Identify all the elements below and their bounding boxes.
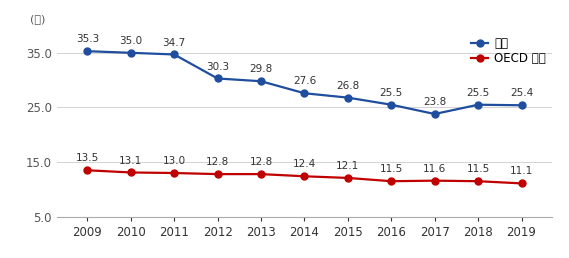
Text: (명): (명): [30, 13, 45, 23]
OECD 평균: [431, 179, 438, 182]
Text: 26.8: 26.8: [336, 81, 360, 91]
Text: 12.8: 12.8: [206, 157, 229, 167]
Text: 29.8: 29.8: [249, 64, 273, 74]
Text: 35.0: 35.0: [119, 36, 142, 46]
Text: 12.4: 12.4: [293, 159, 316, 169]
OECD 평균: [258, 173, 265, 176]
Text: 13.1: 13.1: [119, 156, 142, 166]
Text: 13.0: 13.0: [163, 156, 185, 166]
한국: [388, 103, 395, 106]
한국: [171, 53, 178, 56]
Text: 12.8: 12.8: [249, 157, 273, 167]
OECD 평균: [301, 175, 308, 178]
Text: 11.5: 11.5: [380, 164, 403, 174]
Text: 27.6: 27.6: [293, 76, 316, 86]
Text: 12.1: 12.1: [336, 161, 360, 171]
Text: 25.5: 25.5: [380, 88, 403, 98]
Text: 25.5: 25.5: [467, 88, 490, 98]
Text: 35.3: 35.3: [76, 34, 99, 44]
한국: [214, 77, 221, 80]
OECD 평균: [344, 176, 351, 180]
한국: [258, 80, 265, 83]
Text: 34.7: 34.7: [163, 37, 185, 47]
OECD 평균: [518, 182, 525, 185]
Text: 30.3: 30.3: [206, 62, 229, 71]
한국: [301, 92, 308, 95]
Text: 11.5: 11.5: [467, 164, 490, 174]
OECD 평균: [388, 180, 395, 183]
Line: OECD 평균: OECD 평균: [84, 167, 525, 187]
OECD 평균: [171, 172, 178, 175]
Text: 23.8: 23.8: [423, 97, 446, 107]
Line: 한국: 한국: [84, 48, 525, 117]
Text: 25.4: 25.4: [510, 88, 533, 98]
한국: [518, 104, 525, 107]
한국: [344, 96, 351, 99]
Text: 13.5: 13.5: [76, 153, 99, 163]
OECD 평균: [475, 180, 481, 183]
한국: [431, 112, 438, 116]
OECD 평균: [214, 173, 221, 176]
Text: 11.6: 11.6: [423, 164, 446, 174]
Legend: 한국, OECD 평균: 한국, OECD 평균: [471, 37, 546, 65]
Text: 11.1: 11.1: [510, 166, 533, 176]
OECD 평균: [84, 169, 90, 172]
OECD 평균: [127, 171, 134, 174]
한국: [84, 50, 90, 53]
한국: [127, 51, 134, 54]
한국: [475, 103, 481, 106]
